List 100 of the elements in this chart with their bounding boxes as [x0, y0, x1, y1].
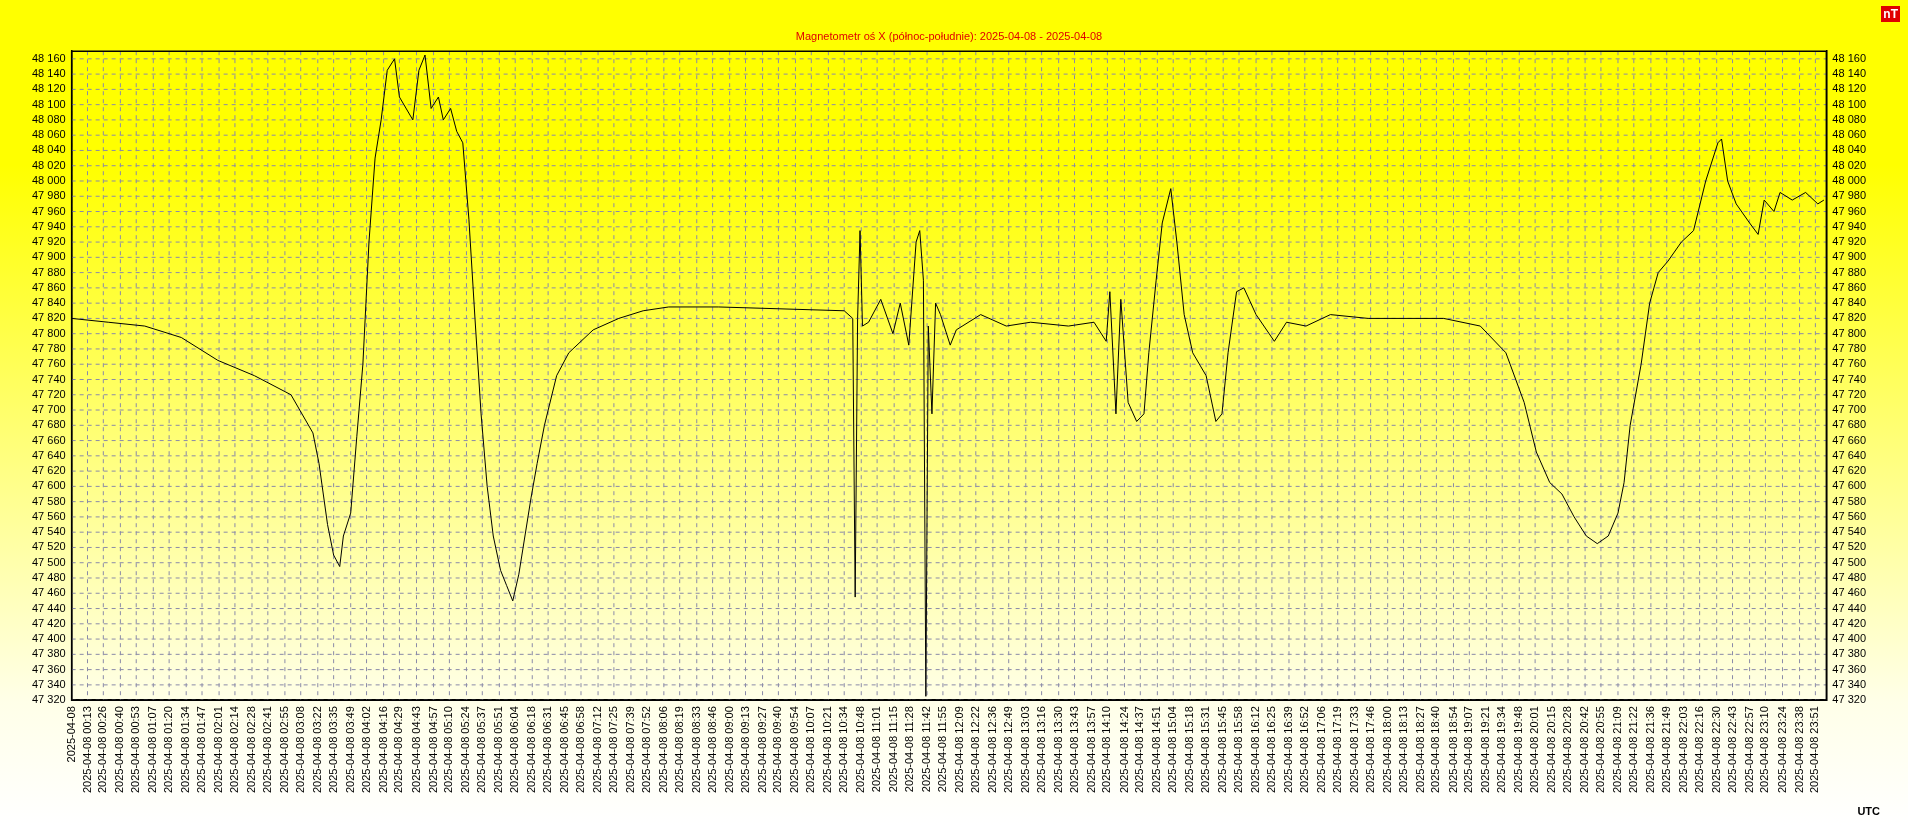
y2-tick-label: 47 680: [1832, 418, 1867, 431]
x-tick-label: 2025-04-08 13:16: [1034, 706, 1047, 794]
y2-tick-label: 47 880: [1832, 265, 1867, 278]
x-tick-label: 2025-04-08 01:20: [162, 706, 175, 794]
y2-tick-label: 47 580: [1832, 494, 1867, 507]
x-tick-label: 2025-04-08 21:49: [1659, 706, 1672, 794]
y-tick-label: 47 320: [31, 693, 66, 706]
x-tick-label: 2025-04-08 23:24: [1775, 706, 1788, 794]
y-tick-label: 47 380: [31, 647, 66, 660]
x-tick-label: 2025-04-08 08:33: [689, 706, 702, 794]
x-tick-label: 2025-04-08 18:40: [1429, 706, 1442, 794]
y-tick-label: 48 140: [31, 67, 66, 80]
x-tick-label: 2025-04-08 05:37: [475, 706, 488, 794]
x-tick-label: 2025-04-08 19:07: [1462, 706, 1475, 794]
y-tick-label: 48 040: [31, 143, 66, 156]
x-tick-label: 2025-04-08 14:51: [1150, 706, 1163, 794]
y2-tick-label: 47 520: [1832, 540, 1867, 553]
x-tick-label: 2025-04-08 20:55: [1593, 706, 1606, 794]
x-tick-label: 2025-04-08 20:42: [1578, 706, 1591, 794]
x-tick-label: 2025-04-08 22:03: [1676, 706, 1689, 794]
y-tick-label: 47 440: [31, 601, 66, 614]
x-tick-label: 2025-04-08 17:33: [1347, 706, 1360, 794]
y-tick-label: 47 640: [31, 448, 66, 461]
y2-tick-label: 48 080: [1832, 112, 1867, 125]
x-tick-label: 2025-04-08 23:38: [1792, 706, 1805, 794]
x-tick-label: 2025-04-08 12:09: [953, 706, 965, 794]
y2-tick-label: 47 500: [1832, 555, 1867, 568]
x-tick-label: 2025-04-08 04:16: [376, 706, 389, 794]
y-tick-label: 47 940: [31, 219, 66, 232]
y2-tick-label: 48 100: [1832, 97, 1867, 110]
x-tick-label: 2025-04-08 04:43: [409, 706, 422, 794]
x-tick-label: 2025-04-08 09:54: [788, 706, 801, 794]
y2-tick-label: 47 380: [1832, 647, 1867, 660]
x-tick-label: 2025-04-08: [64, 706, 77, 763]
y-tick-label: 47 660: [31, 433, 66, 446]
x-tick-label: 2025-04-08 07:39: [623, 706, 636, 794]
y-tick-label: 47 340: [31, 677, 66, 690]
y-tick-label: 47 560: [31, 509, 66, 522]
x-tick-label: 2025-04-08 04:29: [392, 706, 405, 794]
x-tick-label: 2025-04-08 00:26: [96, 706, 109, 794]
y2-tick-label: 47 800: [1832, 326, 1867, 339]
x-tick-label: 2025-04-08 10:07: [804, 706, 817, 794]
x-tick-label: 2025-04-08 03:35: [326, 706, 339, 794]
y2-tick-label: 47 820: [1832, 311, 1867, 324]
x-tick-label: 2025-04-08 03:08: [293, 706, 306, 794]
y-tick-label: 47 460: [31, 586, 66, 599]
x-tick-label: 2025-04-08 19:34: [1495, 706, 1508, 794]
x-tick-label: 2025-04-08 21:22: [1626, 706, 1639, 794]
y-tick-label: 47 720: [31, 387, 66, 400]
y2-tick-label: 47 760: [1832, 357, 1867, 370]
y2-tick-label: 47 780: [1832, 341, 1867, 354]
y2-tick-label: 47 360: [1832, 662, 1867, 675]
x-tick-label: 2025-04-08 02:55: [277, 706, 290, 794]
x-tick-label: 2025-04-08 21:36: [1643, 706, 1656, 794]
y-tick-label: 47 680: [31, 418, 66, 431]
x-tick-label: 2025-04-08 00:53: [129, 706, 142, 794]
y2-tick-label: 48 140: [1832, 67, 1867, 80]
y2-tick-label: 47 540: [1832, 525, 1867, 538]
y2-tick-label: 47 600: [1832, 479, 1867, 492]
x-tick-label: 2025-04-08 15:04: [1166, 706, 1179, 794]
y-tick-label: 47 520: [31, 540, 66, 553]
y2-tick-label: 47 400: [1832, 632, 1867, 645]
y2-tick-label: 47 960: [1832, 204, 1867, 217]
y-tick-label: 47 920: [31, 235, 66, 248]
x-tick-label: 2025-04-08 18:00: [1380, 706, 1393, 794]
x-tick-label: 2025-04-08 22:30: [1709, 706, 1722, 794]
x-tick-label: 2025-04-08 09:00: [722, 706, 735, 794]
x-tick-label: 2025-04-08 18:13: [1396, 706, 1409, 794]
x-tick-label: 2025-04-08 15:45: [1216, 706, 1229, 794]
y-tick-label: 47 960: [31, 204, 66, 217]
x-tick-label: 2025-04-08 00:13: [80, 706, 93, 794]
x-tick-label: 2025-04-08 11:55: [935, 706, 948, 793]
x-tick-label: 2025-04-08 06:31: [541, 706, 554, 794]
x-tick-label: 2025-04-08 07:25: [606, 706, 619, 794]
x-tick-label: 2025-04-08 08:46: [705, 706, 718, 794]
x-tick-label: 2025-04-08 16:25: [1264, 706, 1277, 794]
y-tick-label: 47 900: [31, 250, 66, 263]
y2-tick-label: 48 000: [1832, 174, 1867, 187]
x-tick-label: 2025-04-08 03:22: [310, 706, 323, 794]
x-tick-label: 2025-04-08 10:48: [854, 706, 867, 794]
y2-tick-label: 47 860: [1832, 280, 1867, 293]
x-tick-label: 2025-04-08 10:34: [837, 706, 850, 794]
y2-tick-label: 47 900: [1832, 250, 1867, 263]
x-axis-title: UTC: [1857, 805, 1880, 817]
x-tick-label: 2025-04-08 20:28: [1561, 706, 1574, 794]
y-tick-label: 47 780: [31, 341, 66, 354]
x-tick-label: 2025-04-08 09:40: [771, 706, 784, 794]
x-tick-label: 2025-04-08 15:31: [1199, 706, 1212, 794]
x-tick-label: 2025-04-08 12:36: [985, 706, 998, 794]
y-tick-label: 48 080: [31, 112, 66, 125]
chart-title: Magnetometr oś X (północ-południe): 2025-04-08 - 2025-04-08: [795, 29, 1103, 42]
y-tick-label: 47 800: [31, 326, 66, 339]
y2-tick-label: 47 620: [1832, 464, 1867, 477]
x-tick-label: 2025-04-08 07:12: [591, 706, 604, 794]
y2-tick-label: 47 460: [1832, 586, 1867, 599]
y2-tick-label: 47 920: [1832, 235, 1867, 248]
y2-tick-label: 47 700: [1832, 403, 1867, 416]
x-tick-label: 2025-04-08 07:52: [639, 706, 652, 794]
x-tick-label: 2025-04-08 11:15: [887, 706, 900, 793]
y2-tick-label: 47 840: [1832, 296, 1867, 309]
